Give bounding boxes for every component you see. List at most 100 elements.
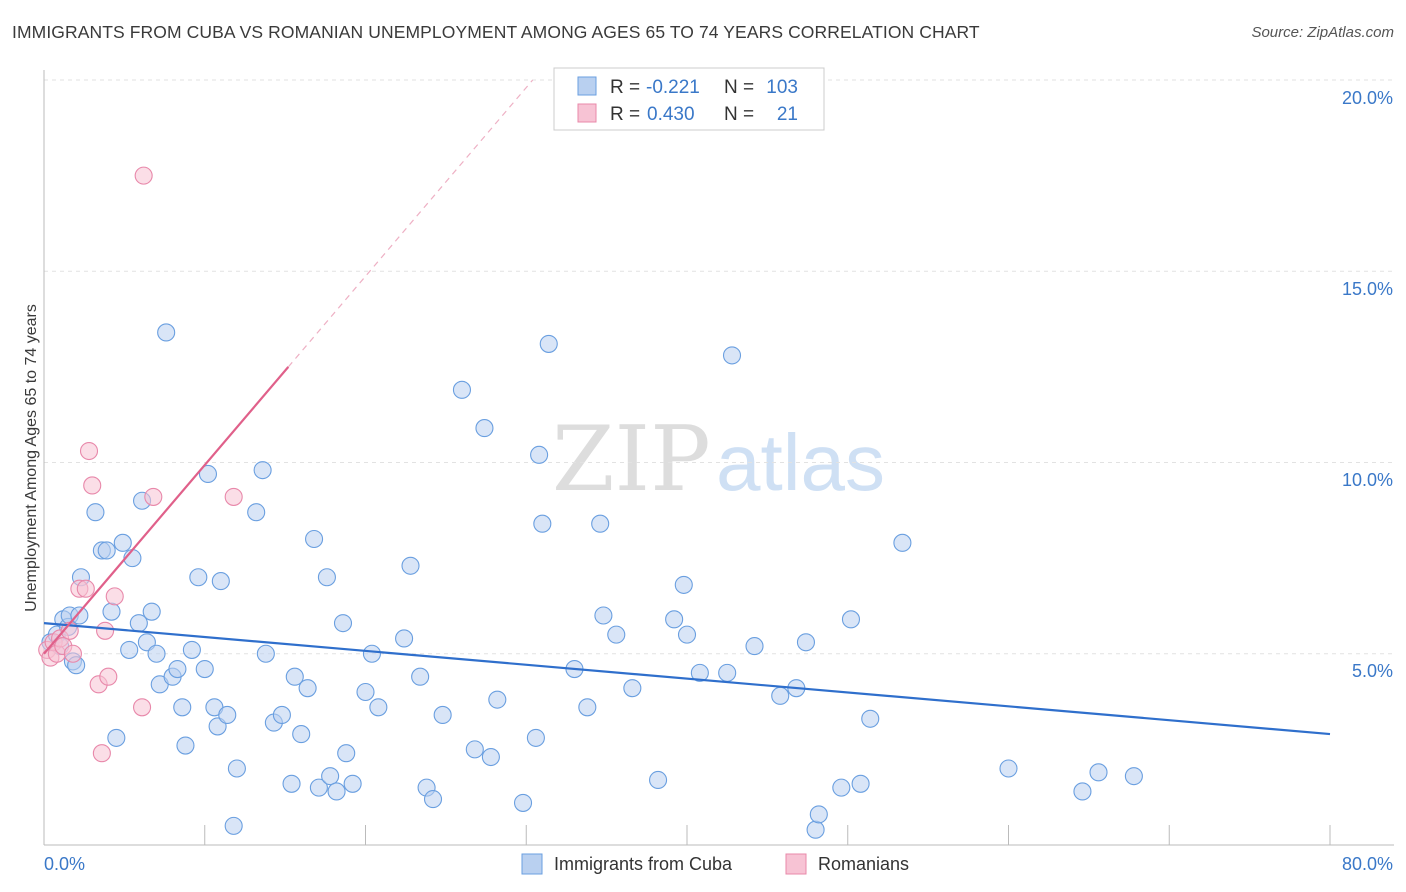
cuba-point-41 [256,644,275,663]
cuba-point-99 [999,759,1018,778]
cuba-point-12 [97,541,116,560]
cuba-point-48 [305,529,324,549]
legend-swatch-romanians [577,103,597,123]
cuba-point-56 [356,682,375,702]
source-credit: Source: ZipAtlas.com [1251,24,1394,41]
legend-cuba-n-value: 103 [766,77,798,98]
cuba-point-15 [113,533,132,552]
cuba-point-100 [1073,782,1092,801]
cuba-point-70 [513,793,533,812]
trend-lines [43,79,1331,736]
cuba-point-87 [722,346,742,365]
y-tick-label-5: 5.0% [1352,661,1393,681]
cuba-point-31 [195,659,214,679]
cuba-point-38 [227,759,246,778]
legend-top: R = -0.221 N = 103 R = 0.430 N = 21 [553,67,825,131]
x-tick-label-min: 0.0% [44,854,85,874]
cuba-point-84 [677,625,697,644]
romanians-point-14 [96,621,115,640]
cuba-point-50 [317,568,336,587]
trend-line-cuba [43,622,1331,736]
cuba-point-30 [189,568,208,587]
trend-line-romanians-extension [287,79,534,368]
cuba-point-37 [224,816,243,835]
cuba-point-88 [745,637,764,656]
cuba-point-93 [809,805,828,824]
cuba-point-44 [282,774,301,793]
cuba-point-96 [851,774,870,793]
series-cuba-points [41,323,1143,839]
cuba-point-51 [321,767,340,786]
romanians-point-7 [63,644,82,663]
legend-cuba-r-value: -0.221 [646,77,700,98]
y-tick-label-10: 10.0% [1342,470,1393,490]
cuba-point-63 [423,790,443,809]
cuba-point-58 [369,698,388,717]
cuba-point-73 [533,514,552,533]
cuba-point-80 [623,679,642,698]
cuba-point-8 [70,606,89,625]
x-ticks [204,825,1331,845]
watermark-zip: ZIP [552,407,711,512]
cuba-point-94 [832,778,851,797]
cuba-point-26 [168,659,187,679]
cuba-point-66 [465,740,484,759]
y-axis-title: Unemployment Among Ages 65 to 74 years [23,304,40,612]
legend-rom-r-value: 0.430 [647,104,695,125]
cuba-point-47 [298,679,317,698]
cuba-point-35 [211,572,230,591]
legend-bottom-swatch-romanians [785,853,807,875]
cuba-point-52 [327,782,346,801]
cuba-point-91 [796,633,816,652]
cuba-point-92 [806,820,825,839]
cuba-point-97 [861,709,880,728]
romanians-point-10 [79,441,99,461]
cuba-point-64 [433,705,452,725]
cuba-point-57 [362,644,381,663]
cuba-point-59 [395,629,414,648]
legend-bottom: Immigrants from Cuba Romanians [521,853,909,875]
cuba-point-65 [452,380,472,399]
cuba-point-68 [481,747,500,767]
chart-title: IMMIGRANTS FROM CUBA VS ROMANIAN UNEMPLO… [12,22,980,42]
cuba-point-78 [594,606,613,625]
series-romanians-points [38,166,243,763]
cuba-point-49 [309,778,328,797]
romanians-point-13 [92,744,111,763]
tick-labels: 5.0% 10.0% 15.0% 20.0% 0.0% 80.0% [44,88,1393,874]
cuba-point-76 [578,698,597,717]
cuba-point-61 [411,667,430,686]
cuba-point-60 [401,556,420,575]
legend-bottom-swatch-cuba [521,853,543,875]
watermark-atlas: atlas [716,418,885,507]
romanians-point-19 [144,487,163,506]
legend-swatch-cuba [577,76,597,96]
grid [44,79,1394,655]
legend-rom-n-label: N = [724,104,754,125]
cuba-point-102 [1124,767,1143,786]
romanians-point-16 [105,587,124,606]
legend-rom-n-value: 21 [777,104,798,125]
cuba-point-24 [157,323,176,342]
cuba-point-67 [475,419,494,438]
cuba-point-40 [253,461,272,480]
cuba-point-55 [343,774,362,793]
cuba-point-89 [771,686,790,705]
cuba-point-85 [690,663,709,682]
legend-cuba-r-label: R = [610,77,640,98]
cuba-point-54 [337,744,356,763]
cuba-point-36 [218,705,237,725]
legend-top-box [553,67,825,131]
y-tick-label-20: 20.0% [1342,88,1393,108]
cuba-point-27 [173,698,192,717]
cuba-point-72 [530,445,549,464]
x-tick-label-max: 80.0% [1342,854,1393,874]
romanians-point-9 [76,579,95,598]
cuba-point-81 [649,770,668,790]
cuba-point-32 [198,464,218,484]
legend-rom-r-label: R = [610,104,640,125]
cuba-point-83 [674,575,693,594]
y-tick-label-15: 15.0% [1342,279,1393,299]
cuba-point-71 [526,728,545,747]
